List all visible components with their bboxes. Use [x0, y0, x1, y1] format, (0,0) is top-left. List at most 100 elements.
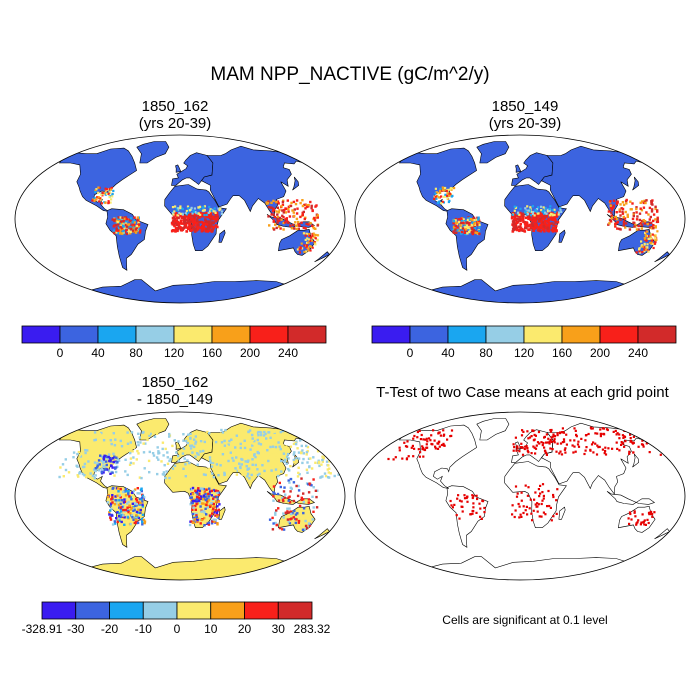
grid-cell — [511, 230, 515, 233]
grid-cell — [107, 192, 110, 195]
grid-cell — [212, 488, 216, 492]
grid-cell — [306, 241, 309, 244]
grid-cell — [641, 219, 644, 223]
grid-cell — [132, 509, 135, 512]
grid-cell — [447, 188, 450, 191]
grid-cell — [533, 224, 536, 228]
grid-cell — [618, 208, 621, 211]
grid-cell — [211, 228, 214, 231]
grid-cell — [207, 225, 210, 228]
grid-cell — [193, 499, 196, 503]
grid-cell — [289, 204, 293, 208]
grid-cell — [211, 215, 215, 219]
grid-cell — [556, 488, 559, 491]
landmass-madagascar — [558, 506, 566, 520]
grid-cell — [185, 209, 188, 213]
grid-cell — [113, 219, 116, 223]
grid-cell — [549, 205, 552, 208]
grid-cell — [529, 206, 532, 209]
grid-cell — [321, 458, 324, 462]
grid-cell — [118, 499, 121, 502]
grid-cell — [394, 456, 397, 459]
grid-cell — [520, 442, 523, 445]
grid-cell — [201, 207, 204, 210]
grid-cell — [272, 499, 275, 502]
grid-cell — [311, 234, 314, 237]
grid-cell — [100, 459, 104, 463]
grid-cell — [472, 217, 475, 220]
grid-cell — [119, 515, 123, 518]
grid-cell — [191, 220, 195, 224]
grid-cell — [590, 443, 594, 446]
grid-cell — [300, 242, 303, 245]
grid-cell — [133, 502, 136, 505]
grid-cell — [471, 512, 474, 515]
grid-cell — [513, 227, 517, 230]
grid-cell — [285, 219, 288, 222]
grid-cell — [138, 492, 141, 495]
grid-cell — [266, 449, 269, 452]
grid-cell — [104, 468, 107, 471]
grid-cell — [220, 443, 224, 446]
grid-cell — [193, 516, 196, 520]
grid-cell — [629, 440, 632, 443]
grid-cell — [476, 223, 479, 226]
grid-cell — [263, 430, 266, 434]
grid-cell — [208, 210, 212, 213]
grid-cell — [195, 515, 198, 519]
grid-cell — [641, 443, 645, 446]
grid-cell — [530, 211, 533, 214]
grid-cell — [98, 186, 101, 189]
grid-cell — [67, 471, 71, 474]
grid-cell — [512, 449, 515, 452]
grid-cell — [640, 209, 644, 212]
grid-cell — [184, 219, 187, 222]
grid-cell — [536, 502, 539, 505]
grid-cell — [639, 523, 642, 526]
grid-cell — [539, 492, 542, 495]
grid-cell — [270, 213, 273, 216]
grid-cell — [195, 512, 198, 516]
grid-cell — [135, 497, 138, 501]
grid-cell — [636, 215, 639, 218]
grid-cell — [275, 226, 278, 230]
grid-cell — [109, 504, 112, 507]
grid-cell — [171, 220, 175, 224]
grid-cell — [106, 501, 110, 504]
colorbar-swatch — [211, 325, 251, 344]
grid-cell — [524, 509, 527, 512]
grid-cell — [554, 218, 557, 222]
grid-cell — [545, 212, 548, 215]
grid-cell — [524, 210, 527, 213]
grid-cell — [195, 222, 199, 226]
grid-cell — [203, 214, 206, 217]
grid-cell — [147, 459, 151, 463]
grid-cell — [515, 495, 519, 498]
grid-cell — [213, 511, 216, 514]
grid-cell — [196, 499, 199, 503]
grid-cell — [629, 512, 632, 516]
grid-cell — [115, 219, 118, 223]
grid-cell — [296, 494, 300, 498]
grid-cell — [462, 218, 465, 221]
grid-cell — [220, 428, 223, 432]
grid-cell — [149, 432, 152, 436]
grid-cell — [140, 487, 143, 490]
grid-cell — [300, 221, 303, 224]
grid-cell — [202, 449, 205, 453]
colorbar-swatch — [599, 325, 639, 344]
grid-cell — [528, 210, 531, 213]
grid-cell — [123, 490, 126, 493]
grid-cell — [560, 453, 564, 456]
grid-cell — [623, 445, 626, 448]
grid-cell — [97, 459, 101, 462]
grid-cell — [289, 490, 292, 493]
grid-cell — [453, 187, 456, 190]
grid-cell — [221, 457, 224, 460]
grid-cell — [516, 212, 519, 216]
grid-cell — [272, 199, 275, 203]
grid-cell — [119, 487, 122, 491]
grid-cell — [550, 440, 553, 443]
grid-cell — [301, 199, 304, 202]
grid-cell — [115, 456, 118, 459]
